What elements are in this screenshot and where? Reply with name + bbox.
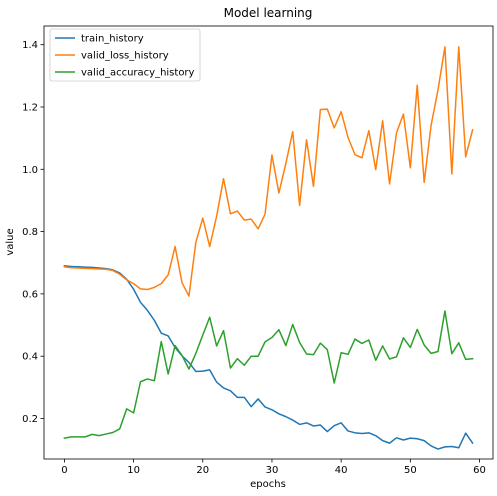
y-tick-label: 0.4	[22, 352, 38, 363]
x-tick-label: 0	[61, 465, 67, 476]
legend-label: valid_accuracy_history	[81, 68, 195, 79]
legend-box	[49, 28, 201, 82]
series-line-valid-accuracy-history	[63, 310, 474, 440]
plot-series	[63, 46, 474, 450]
y-tick-label: 1.2	[22, 102, 38, 113]
y-axis-label: value	[5, 228, 16, 255]
y-tick-label: 1.4	[22, 40, 38, 51]
x-tick-label: 30	[266, 465, 279, 476]
legend-label: train_history	[81, 34, 144, 45]
y-tick-label: 0.8	[22, 227, 38, 238]
x-tick-label: 50	[404, 465, 417, 476]
x-tick-label: 20	[196, 465, 209, 476]
y-tick-label: 0.6	[22, 289, 38, 300]
series-line-valid-loss-history	[63, 46, 474, 297]
y-tick-label: 1.0	[22, 165, 38, 176]
y-tick-label: 0.2	[22, 414, 38, 425]
plot-frame	[43, 25, 494, 460]
x-axis-label: epochs	[250, 479, 286, 490]
legend-label: valid_loss_history	[81, 51, 169, 62]
x-tick-label: 10	[127, 465, 140, 476]
x-tick-label: 60	[473, 465, 486, 476]
chart-title: Model learning	[224, 6, 313, 20]
legend: train_history valid_loss_history valid_acc…	[49, 28, 201, 82]
x-tick-label: 40	[335, 465, 348, 476]
axis-ticks: 0 10 20 30 40 50 60 0.2 0.4 0.6 0.8 1.0 1.2 1.4	[22, 40, 486, 476]
series-line-train-history	[63, 265, 474, 450]
